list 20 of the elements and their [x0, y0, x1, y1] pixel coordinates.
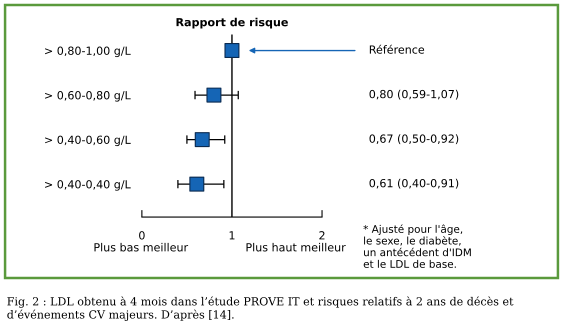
y-tick-label: > 0,80-1,00 g/L [45, 46, 131, 58]
x-tick-label: 2 [319, 231, 324, 240]
text: Référence [370, 44, 424, 54]
point [189, 176, 204, 192]
text: * Ajusté pour l'âge, le sexe, le diabète, un antécédent d'IDM et le LDL de base. [363, 224, 471, 268]
data-label: 0,61 (0,40-0,91) [370, 178, 458, 189]
point [194, 132, 210, 148]
y-tick-label: > 0,60-0,80 g/L [45, 91, 131, 102]
caption: Fig. 2 : LDL obtenu à 4 mois dans l’étude PROVE IT et risques relatifs à 2 ans de décès et d’événements CV majeurs. D’après [14]. [7, 296, 514, 321]
data-label: 0,67 (0,50-0,92) [370, 134, 458, 144]
point [206, 88, 222, 103]
point [224, 43, 240, 58]
x-tick-label: 0 [139, 231, 145, 240]
y-tick-label: > 0,40-0,40 g/L [45, 180, 131, 191]
y-tick-label: > 0,40-0,60 g/L [45, 136, 131, 146]
chart-title: Rapport de risque [176, 18, 288, 28]
text: Plus haut meilleur [246, 242, 346, 252]
text: Plus bas meilleur [94, 242, 188, 252]
data-label: 0,80 (0,59-1,07) [370, 90, 458, 100]
x-tick-label: 1 [230, 231, 234, 240]
